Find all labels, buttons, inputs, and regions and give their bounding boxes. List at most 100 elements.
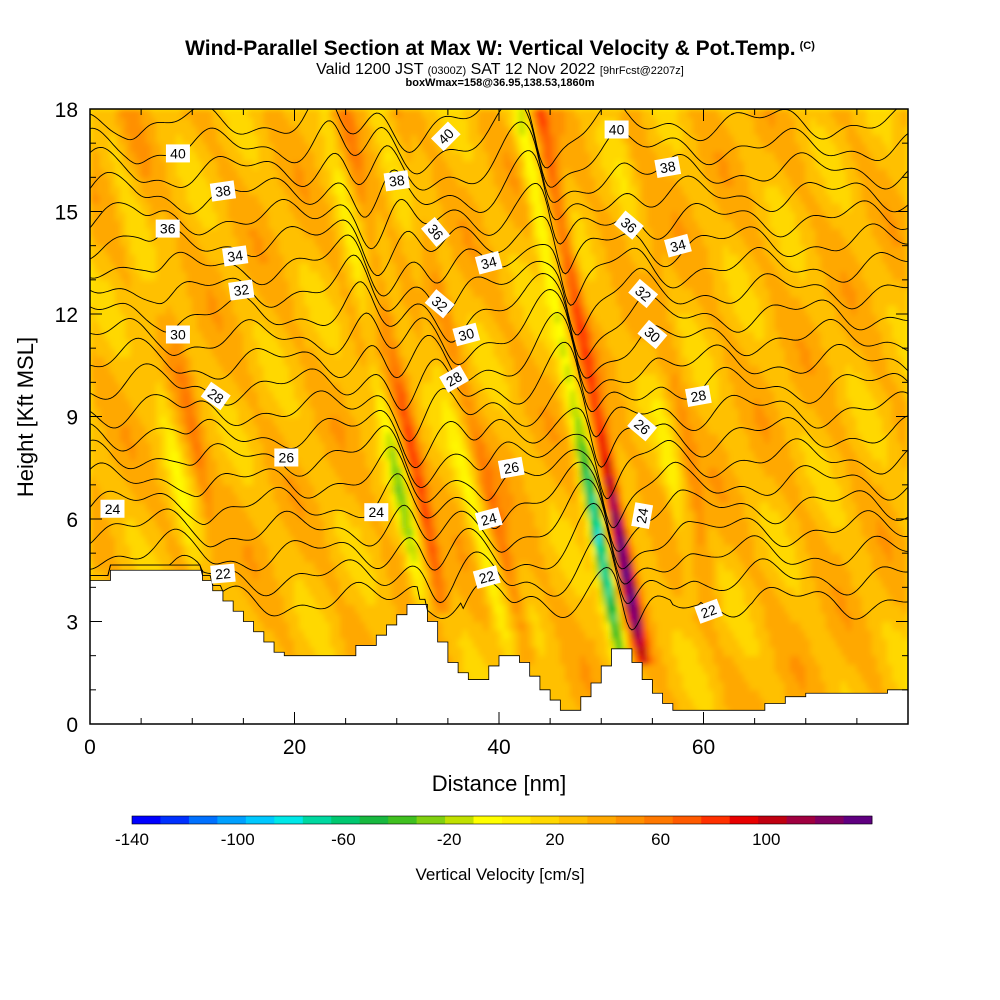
contour-label: 28 [685,385,712,407]
colorbar-swatch [160,816,190,824]
contour-label: 24 [474,507,503,531]
contour-label: 30 [637,319,668,350]
x-tick-label: 40 [487,736,510,759]
contour-label-box [209,180,237,202]
contour-label: 32 [228,279,255,301]
colorbar-swatch [388,816,418,824]
colorbar-swatch [245,816,275,824]
contour-label-box [628,278,659,309]
contour-label-box [637,319,668,350]
colorbar-tick-label: 20 [545,830,564,849]
contour-label: 32 [628,278,659,309]
colorbar: -140 -100 -60 -20 20 60 100 [115,815,873,849]
colorbar-swatch [729,816,759,824]
contour-label: 22 [472,565,501,589]
colorbar-swatch [331,816,361,824]
theta-contour-line [90,121,908,203]
y-tick-label: 12 [55,304,78,327]
contour-label-text: 34 [479,253,498,273]
contour-label-box [424,289,455,319]
contour-label: 30 [452,322,481,347]
valid-time-line: Valid 1200 JST (0300Z) SAT 12 Nov 2022 [… [0,61,1000,79]
colorbar-swatch [188,816,218,824]
contour-label-text: 24 [105,501,121,517]
contour-label-box [228,279,255,301]
contour-label: 30 [165,325,190,344]
contour-label-text: 38 [659,158,677,176]
contour-label-box [631,502,654,529]
contour-label-text: 28 [689,387,707,405]
contour-label-box [364,503,389,522]
contour-label: 38 [209,180,237,202]
colorbar-swatch [587,816,617,824]
contour-label-text: 30 [457,325,476,345]
contour-label-text: 30 [170,327,186,343]
x-axis: 0 20 40 60 [84,109,909,759]
contour-label-box [613,210,644,240]
contour-label: 24 [100,499,125,518]
contour-label: 24 [364,503,389,522]
theta-contour-line [90,341,908,412]
colorbar-swatch [274,816,304,824]
y-tick-label: 9 [66,407,78,430]
contour-label-box [420,217,451,247]
contour-label-box [439,365,469,393]
contour-label: 26 [627,412,658,442]
x-tick-label: 0 [84,736,96,759]
contour-label-box [474,507,503,531]
contour-label-text: 28 [443,368,465,390]
contour-label-box [654,156,682,179]
contour-label: 36 [420,217,451,247]
contour-label-text: 36 [160,221,176,237]
y-tick-label: 0 [66,714,78,737]
contour-label: 22 [694,598,723,624]
colorbar-swatch [558,816,588,824]
colorbar-swatch [445,816,474,824]
colorbar-swatch [359,816,389,824]
y-axis-label: Height [Kft MSL] [13,337,38,497]
contour-label-text: 34 [226,247,244,265]
colorbar-tick-label: -100 [221,830,255,849]
colorbar-swatch [302,816,332,824]
contour-label-box [685,385,712,407]
colorbar-frame [131,815,873,825]
theta-contour-line [90,425,908,500]
theta-contour-line [90,312,908,394]
contour-label: 38 [383,170,410,192]
y-tick-label: 3 [66,612,78,635]
theta-contour-line [90,446,908,529]
terrain-polygon [89,569,909,725]
contour-label-box [165,144,190,163]
colorbar-tick-label: 60 [651,830,670,849]
colorbar-tick-label: -140 [115,830,149,849]
contour-label-text: 22 [699,601,719,621]
colorbar-swatch [672,816,702,824]
valid-utc: (0300Z) [427,65,467,77]
contour-label: 40 [604,120,629,139]
colorbar-swatch [843,816,873,824]
contour-label-box [664,233,692,258]
forecast-info: [9hrFcst@2207z] [599,65,684,77]
theta-contour-line [90,407,908,469]
contour-labels: 4038363432302826242224403836343230282624… [100,120,723,624]
contour-label: 28 [439,365,469,393]
contour-label: 34 [474,250,503,275]
chart-title-text: Wind-Parallel Section at Max W: Vertical… [185,37,796,60]
theta-contour-line [90,182,908,250]
contour-label-box [452,322,481,347]
contour-label-box [222,245,249,267]
contour-label-text: 24 [479,509,498,529]
contour-label-box [474,250,503,275]
contour-label: 28 [200,381,231,411]
contour-label-box [210,563,236,584]
theta-contour-line [90,215,908,276]
colorbar-swatch [644,816,674,824]
colorbar-swatch [615,816,645,824]
colorbar-swatch [701,816,731,824]
theta-contour-line [90,254,908,336]
copyright-mark: (C) [799,40,815,52]
contour-label-text: 26 [279,450,295,466]
x-axis-label: Distance [nm] [432,771,567,796]
contour-label-text: 32 [233,281,251,299]
